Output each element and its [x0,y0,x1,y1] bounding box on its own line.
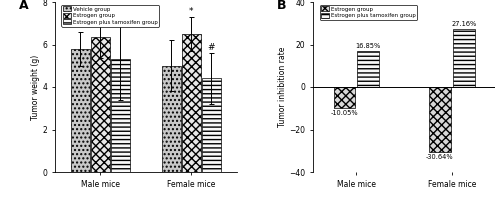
Text: A: A [18,0,28,12]
Text: B: B [277,0,286,12]
Text: 16.85%: 16.85% [356,43,381,49]
Bar [358,51,379,87]
Bar [453,29,474,87]
Bar [72,49,90,172]
Bar [182,34,201,172]
Y-axis label: Tumor inhibition rate: Tumor inhibition rate [278,47,286,127]
Bar [429,87,450,152]
Bar [112,59,130,172]
Text: 27.16%: 27.16% [452,21,476,27]
Bar [92,37,110,172]
Text: *: * [189,7,194,16]
Bar [202,78,220,172]
Text: -10.05%: -10.05% [330,110,358,116]
Legend: Estrogen group, Estrogen plus tamoxifen group: Estrogen group, Estrogen plus tamoxifen … [320,5,417,20]
Legend: Vehicle group, Estrogen group, Estrogen plus tamoxifen group: Vehicle group, Estrogen group, Estrogen … [62,5,159,26]
Text: -30.64%: -30.64% [426,154,454,160]
Y-axis label: Tumor weight (g): Tumor weight (g) [30,54,40,120]
Text: #: # [208,43,215,52]
Bar [334,87,355,108]
Bar [162,66,180,172]
